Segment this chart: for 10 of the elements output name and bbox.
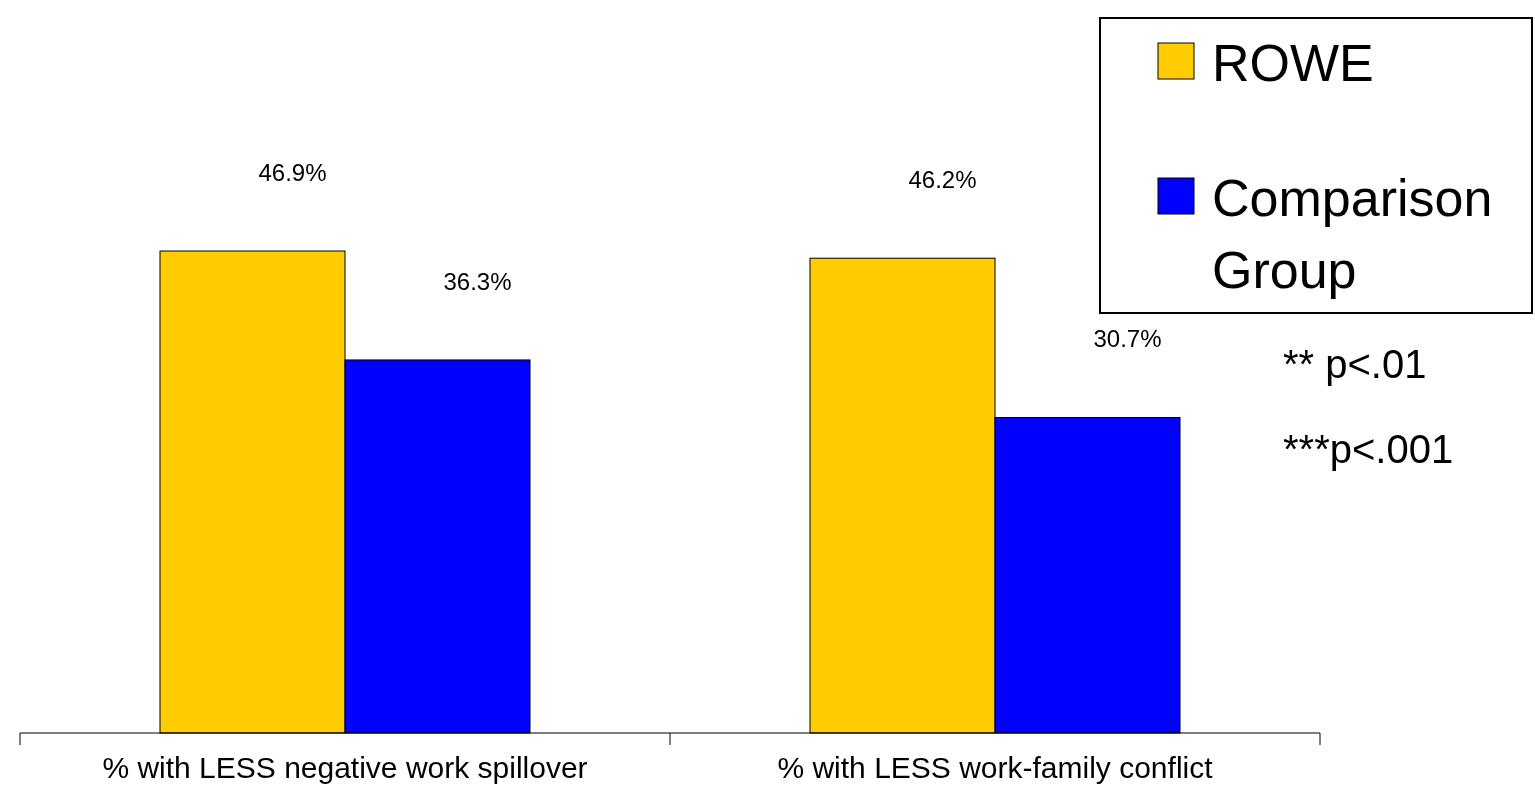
data-label: 30.7% [1093,325,1162,353]
data-label: 46.9% [258,159,327,186]
annotation: ***p<.001 [1283,427,1454,471]
data-label: 46.2% [908,166,977,194]
x-tick-label: % with LESS negative work spillover [102,751,588,784]
legend-label: Comparison Group [1212,169,1493,299]
annotation: ** p<.01 [1283,342,1427,386]
data-label: 36.3% [443,267,512,295]
x-tick-label: % with LESS work-family conflict [777,751,1214,784]
legend-label: ROWE [1212,34,1374,92]
